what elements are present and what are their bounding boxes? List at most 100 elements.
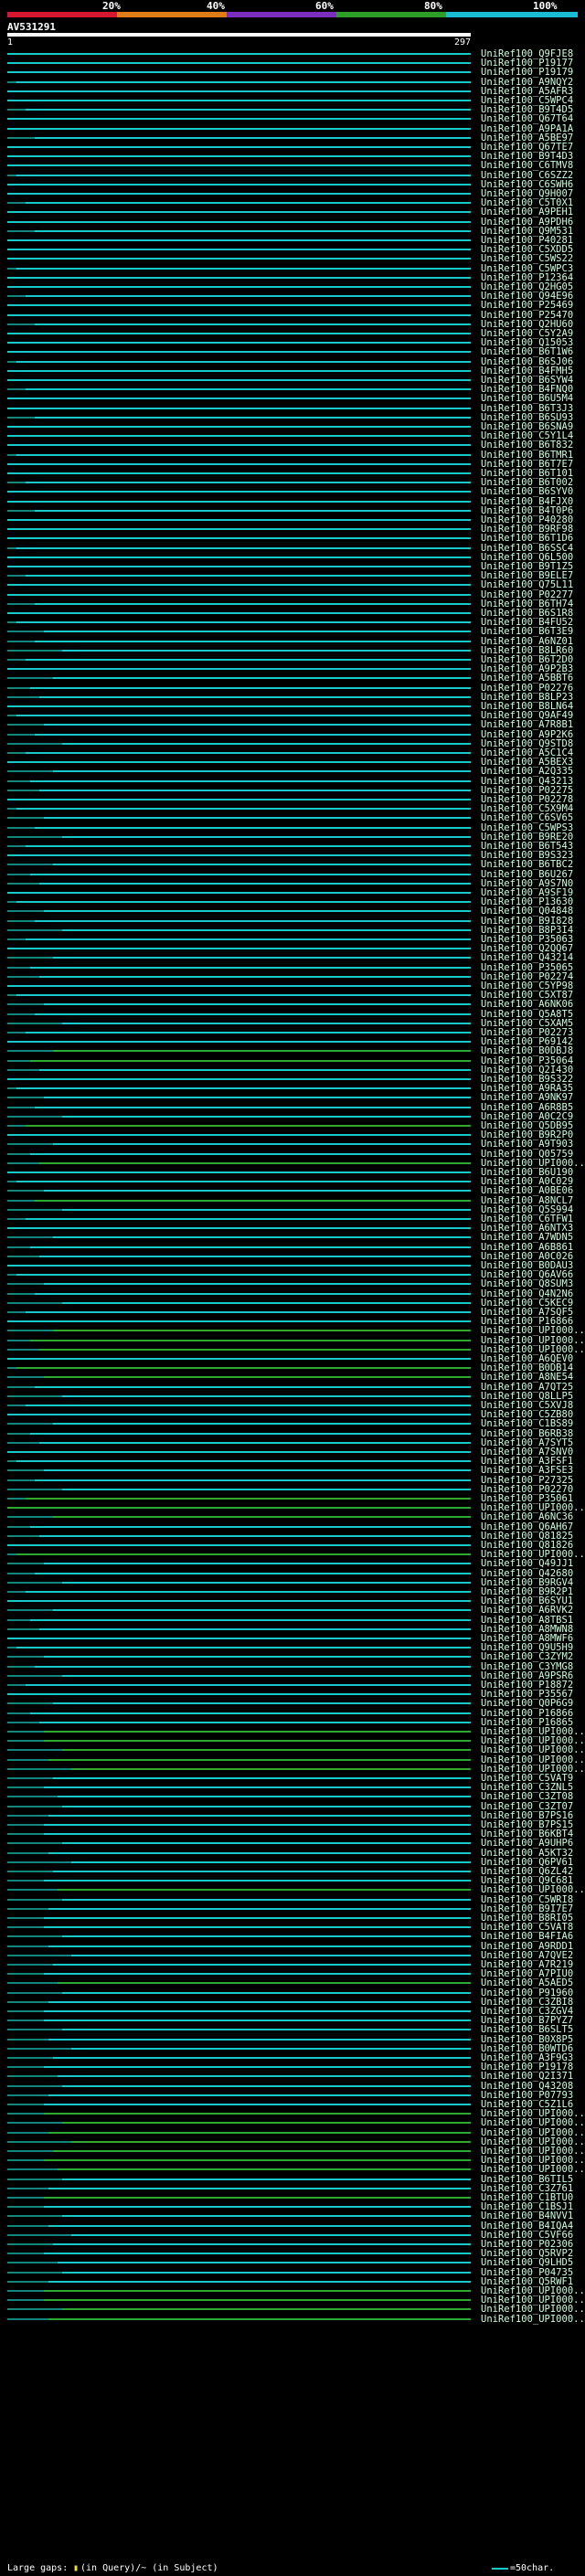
hit-label[interactable]: UniRef100_B9R2P1 [481,1586,574,1597]
hit-label[interactable]: UniRef100_C3ZYM2 [481,1651,574,1662]
hit-label[interactable]: UniRef100_A5BEX3 [481,757,574,768]
hit-label[interactable]: UniRef100_C5VF66 [481,2230,574,2241]
hit-label[interactable]: UniRef100_A9P2B3 [481,663,574,674]
hit-label[interactable]: UniRef100_UPI000... [481,1735,585,1746]
hit-label[interactable]: UniRef100_C5Z1L6 [481,2099,574,2110]
hit-label[interactable]: UniRef100_Q75L11 [481,579,574,590]
hit-label[interactable]: UniRef100_A7R8B1 [481,719,574,730]
hit-label[interactable]: UniRef100_UPI000... [481,2304,585,2315]
hit-label[interactable]: UniRef100_Q43213 [481,776,574,787]
hit-label[interactable]: UniRef100_B6SLT5 [481,2024,574,2035]
hit-label[interactable]: UniRef100_B9I828 [481,916,574,927]
hit-label[interactable]: UniRef100_P02278 [481,794,574,805]
hit-label[interactable]: UniRef100_A7WDN5 [481,1232,574,1243]
hit-label[interactable]: UniRef100_P35567 [481,1689,574,1700]
hit-label[interactable]: UniRef100_Q9C681 [481,1875,574,1886]
hit-label[interactable]: UniRef100_Q2HU60 [481,319,574,330]
hit-label[interactable]: UniRef100_C5WPS3 [481,822,574,833]
hit-label[interactable]: UniRef100_C5T0X1 [481,197,574,208]
hit-label[interactable]: UniRef100_P25470 [481,310,574,321]
hit-label[interactable]: UniRef100_A6NK06 [481,999,574,1010]
hit-label[interactable]: UniRef100_A6R8B5 [481,1102,574,1113]
hit-label[interactable]: UniRef100_B9T1Z5 [481,561,574,572]
hit-label[interactable]: UniRef100_P35064 [481,1055,574,1066]
hit-label[interactable]: UniRef100_P19178 [481,2062,574,2072]
hit-label[interactable]: UniRef100_Q15053 [481,337,574,348]
hit-label[interactable]: UniRef100_B4T0P6 [481,505,574,516]
hit-label[interactable]: UniRef100_B8P3I4 [481,925,574,936]
hit-label[interactable]: UniRef100_B6S1R8 [481,608,574,619]
hit-label[interactable]: UniRef100_B6SNA9 [481,421,574,432]
hit-label[interactable]: UniRef100_B6T2D0 [481,654,574,665]
hit-label[interactable]: UniRef100_C5VAT8 [481,1922,574,1933]
hit-label[interactable]: UniRef100_B9R2P0 [481,1129,574,1140]
hit-label[interactable]: UniRef100_B6SYU1 [481,1595,574,1606]
hit-label[interactable]: UniRef100_A9T903 [481,1139,574,1150]
hit-label[interactable]: UniRef100_B6T101 [481,468,574,479]
hit-label[interactable]: UniRef100_B6KBT4 [481,1829,574,1839]
hit-label[interactable]: UniRef100_P02274 [481,971,574,982]
hit-label[interactable]: UniRef100_UPI000... [481,2314,585,2325]
hit-label[interactable]: UniRef100_A9RA35 [481,1083,574,1094]
hit-label[interactable]: UniRef100_B6T832 [481,440,574,451]
hit-label[interactable]: UniRef100_B6SU93 [481,412,574,423]
hit-label[interactable]: UniRef100_UPI000... [481,2108,585,2119]
hit-label[interactable]: UniRef100_A3FSF1 [481,1456,574,1467]
hit-label[interactable]: UniRef100_C5XT87 [481,990,574,1001]
hit-label[interactable]: UniRef100_B6T543 [481,841,574,852]
hit-label[interactable]: UniRef100_A5BBT6 [481,673,574,684]
hit-label[interactable]: UniRef100_B6T1W6 [481,346,574,357]
hit-label[interactable]: UniRef100_C5Y1L4 [481,430,574,441]
hit-label[interactable]: UniRef100_P13630 [481,896,574,907]
hit-label[interactable]: UniRef100_C5ZB80 [481,1409,574,1420]
hit-label[interactable]: UniRef100_UPI000... [481,2146,585,2157]
hit-label[interactable]: UniRef100_A8MWF6 [481,1633,574,1644]
hit-label[interactable]: UniRef100_C5YP98 [481,981,574,991]
hit-label[interactable]: UniRef100_A5C1C4 [481,747,574,758]
hit-label[interactable]: UniRef100_Q6PV61 [481,1857,574,1868]
hit-label[interactable]: UniRef100_UPI000... [481,2164,585,2175]
hit-label[interactable]: UniRef100_B6SYW4 [481,375,574,386]
hit-label[interactable]: UniRef100_A9PA1A [481,123,574,134]
hit-label[interactable]: UniRef100_B6TH74 [481,599,574,610]
hit-label[interactable]: UniRef100_Q9LHD5 [481,2257,574,2268]
hit-label[interactable]: UniRef100_P40280 [481,514,574,525]
hit-label[interactable]: UniRef100_Q9FJE8 [481,48,574,59]
hit-label[interactable]: UniRef100_UPI000... [481,2295,585,2306]
hit-label[interactable]: UniRef100_UPI000... [481,1744,585,1755]
hit-label[interactable]: UniRef100_Q5DB95 [481,1120,574,1131]
hit-label[interactable]: UniRef100_B7PS15 [481,1819,574,1830]
hit-label[interactable]: UniRef100_A6NC36 [481,1511,574,1522]
hit-label[interactable]: UniRef100_P02273 [481,1027,574,1038]
hit-label[interactable]: UniRef100_B0DB14 [481,1362,574,1373]
hit-label[interactable]: UniRef100_C5KEC9 [481,1298,574,1309]
hit-label[interactable]: UniRef100_P02277 [481,589,574,600]
hit-label[interactable]: UniRef100_UPI000... [481,2117,585,2128]
hit-label[interactable]: UniRef100_B0DAU3 [481,1260,574,1271]
hit-label[interactable]: UniRef100_B6SYV0 [481,486,574,497]
hit-label[interactable]: UniRef100_Q9U5H9 [481,1642,574,1653]
hit-label[interactable]: UniRef100_B6SJ06 [481,356,574,367]
hit-label[interactable]: UniRef100_P02275 [481,785,574,796]
hit-label[interactable]: UniRef100_A9PSR6 [481,1670,574,1681]
hit-label[interactable]: UniRef100_B9I7E7 [481,1903,574,1914]
hit-label[interactable]: UniRef100_P16866 [481,1316,574,1327]
hit-label[interactable]: UniRef100_C5XAM5 [481,1018,574,1029]
hit-label[interactable]: UniRef100_UPI000... [481,1335,585,1346]
hit-label[interactable]: UniRef100_A6QEV0 [481,1353,574,1364]
hit-label[interactable]: UniRef100_Q49JJ1 [481,1558,574,1569]
hit-label[interactable]: UniRef100_Q6AV66 [481,1269,574,1280]
hit-label[interactable]: UniRef100_UPI000... [481,2127,585,2138]
hit-label[interactable]: UniRef100_Q9STD8 [481,738,574,749]
hit-label[interactable]: UniRef100_A3F9G3 [481,2052,574,2063]
hit-label[interactable]: UniRef100_Q8LLP5 [481,1391,574,1402]
hit-label[interactable]: UniRef100_P07793 [481,2090,574,2101]
hit-label[interactable]: UniRef100_B4NVV1 [481,2210,574,2221]
hit-label[interactable]: UniRef100_C5Y2A9 [481,328,574,339]
hit-label[interactable]: UniRef100_B8LN64 [481,701,574,712]
hit-label[interactable]: UniRef100_Q05759 [481,1149,574,1160]
hit-label[interactable]: UniRef100_C3Z761 [481,2183,574,2194]
hit-label[interactable]: UniRef100_UPI000... [481,2136,585,2147]
hit-label[interactable]: UniRef100_Q43208 [481,2081,574,2092]
hit-label[interactable]: UniRef100_C3YMG8 [481,1661,574,1672]
